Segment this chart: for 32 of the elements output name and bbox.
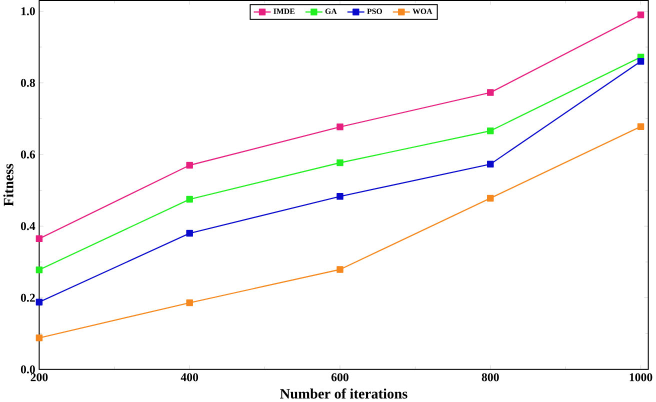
point xyxy=(487,89,494,96)
point xyxy=(336,193,344,200)
x-axis-title: Number of iterations xyxy=(280,388,408,399)
x-tick-label: 800 xyxy=(482,373,499,382)
point xyxy=(36,266,43,274)
point xyxy=(487,160,494,168)
point xyxy=(637,11,644,18)
point xyxy=(36,298,43,306)
point xyxy=(186,299,193,306)
point xyxy=(336,159,344,166)
y-tick-label: 0.2 xyxy=(20,294,35,302)
point xyxy=(186,230,193,237)
y-tick-label: 0.6 xyxy=(20,150,36,159)
point xyxy=(637,58,644,65)
y-tick-label: 0.8 xyxy=(20,78,35,87)
point xyxy=(487,128,494,134)
y-tick-label: 1.0 xyxy=(21,7,35,16)
x-tick-label: 1000 xyxy=(630,373,652,382)
point xyxy=(336,124,344,130)
x-tick-label: 200 xyxy=(30,373,48,382)
x-tick-label: 400 xyxy=(180,373,198,382)
point xyxy=(36,235,43,242)
point xyxy=(637,123,644,130)
point xyxy=(186,196,193,203)
x-tick-label: 600 xyxy=(331,373,348,382)
y-tick-label: 0.0 xyxy=(20,365,35,374)
y-tick-label: 0.4 xyxy=(20,222,36,230)
point xyxy=(36,334,43,342)
point xyxy=(487,194,494,202)
point xyxy=(186,162,193,169)
point xyxy=(336,266,344,273)
y-axis-title: Fitness xyxy=(3,164,14,206)
